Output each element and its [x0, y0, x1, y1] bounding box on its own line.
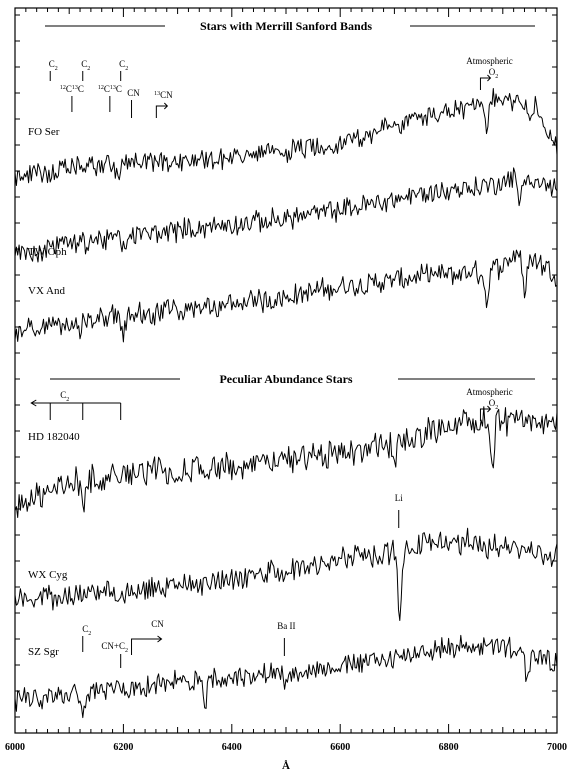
x-tick-label: 6600: [330, 742, 350, 753]
star-label: HD 182040: [28, 431, 80, 443]
o2-label: O2: [489, 67, 499, 80]
o2-label: O2: [489, 398, 499, 411]
c2-label: C2: [81, 59, 90, 72]
spectrum-line: [14, 634, 558, 719]
cn-c2-label: CN+C2: [101, 641, 128, 654]
star-label: SZ Sgr: [28, 646, 59, 658]
cn-label: CN: [127, 88, 140, 98]
c2-label: C2: [60, 390, 69, 403]
section-title: Peculiar Abundance Stars: [219, 372, 352, 386]
x-tick-label: 6200: [113, 742, 133, 753]
x-tick-label: 6400: [222, 742, 242, 753]
x-tick-label: 6800: [439, 742, 459, 753]
spectrum-line: [14, 406, 558, 518]
atmospheric-arrow: [479, 405, 492, 421]
spectrum-line: [14, 249, 558, 343]
spectra: [14, 88, 558, 719]
section-title: Stars with Merrill Sanford Bands: [200, 19, 372, 33]
star-label: VX And: [28, 285, 65, 297]
spectrum-line: [14, 88, 558, 186]
c2-label: C2: [82, 624, 91, 637]
c2-label: C2: [119, 59, 128, 72]
atmospheric-label: Atmospheric: [466, 56, 513, 66]
li-label: Li: [395, 493, 403, 503]
x-tick-label: 6000: [5, 742, 25, 753]
atmospheric-label: Atmospheric: [466, 387, 513, 397]
x-axis: 6000 6200 6400 6600 6800 7000: [5, 8, 567, 753]
star-labels: FO Ser TW Oph VX And HD 182040 WX Cyg SZ Sgr: [28, 126, 80, 658]
c2-bracket-arrow: [30, 399, 37, 407]
arrow-13cn: [155, 102, 169, 118]
c2-label: C2: [49, 59, 58, 72]
section-headers: Stars with Merrill Sanford Bands Peculiar…: [45, 19, 535, 386]
ba-label: Ba II: [277, 621, 295, 631]
cn-arrow: [131, 635, 163, 655]
label-13cn: 13CN: [154, 90, 173, 100]
atmospheric-arrow: [479, 74, 492, 90]
star-label: FO Ser: [28, 126, 60, 138]
spectrum-line: [14, 167, 558, 263]
x-axis-label: Å: [282, 760, 290, 772]
spectrum-line: [14, 527, 558, 621]
star-label: TW Oph: [28, 246, 67, 258]
star-label: WX Cyg: [28, 569, 68, 581]
y-ticks: [15, 14, 557, 718]
x-tick-label: 7000: [547, 742, 567, 753]
isotope-label: 12C13C: [60, 84, 84, 94]
isotope-label: 12C13C: [98, 84, 122, 94]
cn-label: CN: [151, 619, 164, 629]
